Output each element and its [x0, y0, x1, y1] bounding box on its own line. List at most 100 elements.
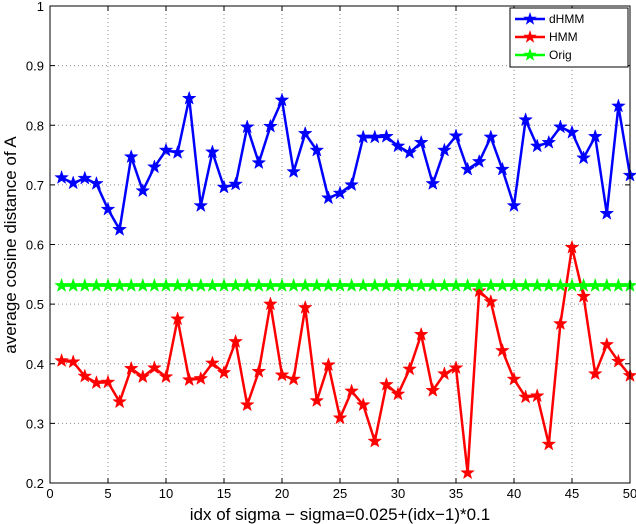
data-point-hmm [564, 239, 580, 254]
data-point-orig [610, 277, 626, 292]
data-point-hmm [65, 354, 81, 369]
x-tick-label: 20 [275, 486, 289, 501]
series-hmm [54, 239, 636, 480]
data-point-orig [320, 277, 336, 292]
data-point-orig [181, 277, 197, 292]
data-point-dhmm [576, 150, 592, 165]
data-point-dhmm [529, 138, 545, 153]
data-point-orig [506, 277, 522, 292]
data-point-orig [228, 277, 244, 292]
data-point-dhmm [297, 125, 313, 140]
y-axis-label: average cosine distance of A [1, 136, 20, 354]
data-point-orig [239, 277, 255, 292]
data-point-dhmm [425, 175, 441, 190]
data-point-hmm [77, 368, 93, 383]
data-point-orig [425, 277, 441, 292]
data-point-dhmm [552, 119, 568, 134]
y-tick-label: 0.7 [26, 178, 44, 193]
series-line-hmm [61, 247, 631, 474]
data-point-dhmm [436, 142, 452, 157]
data-point-orig [367, 277, 383, 292]
data-point-hmm [228, 333, 244, 349]
data-point-dhmm [123, 149, 139, 164]
data-point-hmm [123, 360, 139, 375]
data-point-hmm [552, 316, 568, 331]
data-point-orig [100, 277, 116, 292]
data-point-hmm [425, 382, 441, 397]
legend-marker-hmm [523, 30, 537, 43]
data-point-dhmm [216, 179, 232, 194]
data-point-hmm [471, 283, 487, 298]
data-point-dhmm [448, 128, 464, 143]
data-point-hmm [262, 296, 278, 311]
data-point-orig [88, 277, 104, 292]
data-point-orig [54, 277, 70, 292]
legend-label-hmm: HMM [549, 30, 578, 44]
data-point-hmm [274, 367, 290, 382]
data-point-orig [158, 277, 174, 292]
data-point-hmm [599, 336, 615, 351]
data-point-hmm [146, 360, 162, 375]
data-point-dhmm [344, 177, 360, 192]
series-dhmm [54, 90, 636, 236]
data-point-hmm [320, 357, 336, 372]
data-point-orig [262, 277, 278, 292]
x-axis-label: idx of sigma − sigma=0.025+(idx−1)*0.1 [190, 505, 491, 524]
data-point-orig [77, 277, 93, 292]
data-point-dhmm [100, 201, 116, 216]
series-orig [54, 277, 636, 292]
data-point-orig [204, 277, 220, 292]
data-point-dhmm [367, 129, 383, 144]
data-point-hmm [541, 436, 557, 451]
data-point-hmm [576, 288, 592, 303]
data-point-dhmm [286, 164, 302, 179]
data-point-orig [332, 277, 348, 292]
legend: dHMM HMM Orig [509, 7, 629, 68]
data-point-dhmm [193, 197, 209, 213]
y-tick-label: 0.3 [26, 416, 44, 431]
data-point-orig [518, 277, 534, 292]
data-point-dhmm [541, 134, 557, 149]
data-point-hmm [378, 376, 394, 391]
y-tick-label: 0.2 [26, 476, 44, 491]
data-point-orig [355, 277, 371, 292]
x-tick-label: 35 [449, 486, 463, 501]
data-point-dhmm [332, 185, 348, 200]
data-point-hmm [390, 386, 406, 401]
data-point-hmm [54, 353, 70, 368]
data-point-hmm [344, 383, 360, 398]
x-tick-label: 40 [507, 486, 521, 501]
data-point-hmm [204, 355, 220, 370]
data-point-hmm [506, 371, 522, 386]
y-tick-label: 0.9 [26, 59, 44, 74]
data-point-dhmm [564, 124, 580, 139]
data-point-dhmm [170, 144, 186, 159]
x-tick-label: 10 [159, 486, 173, 501]
data-point-orig [541, 277, 557, 292]
data-point-orig [65, 277, 81, 292]
data-point-orig [251, 277, 267, 292]
data-point-orig [587, 277, 603, 292]
data-point-orig [413, 277, 429, 292]
data-point-dhmm [460, 161, 476, 176]
data-point-dhmm [390, 138, 406, 153]
data-point-dhmm [77, 170, 93, 185]
data-point-dhmm [65, 175, 81, 190]
data-point-orig [146, 277, 162, 292]
x-tick-label: 45 [565, 486, 579, 501]
data-point-orig [193, 277, 209, 292]
data-point-dhmm [239, 119, 255, 134]
data-point-orig [286, 277, 302, 292]
data-point-dhmm [610, 98, 626, 113]
data-point-hmm [413, 326, 429, 341]
data-point-dhmm [54, 169, 70, 185]
data-point-orig [390, 277, 406, 292]
x-tick-label: 0 [46, 486, 53, 501]
data-point-orig [170, 277, 186, 292]
x-tick-label: 50 [623, 486, 636, 501]
series-line-dhmm [61, 95, 632, 234]
data-point-orig [378, 277, 394, 292]
y-tick-label: 0.6 [26, 238, 44, 253]
data-point-hmm [587, 366, 603, 381]
data-point-hmm [112, 394, 128, 409]
